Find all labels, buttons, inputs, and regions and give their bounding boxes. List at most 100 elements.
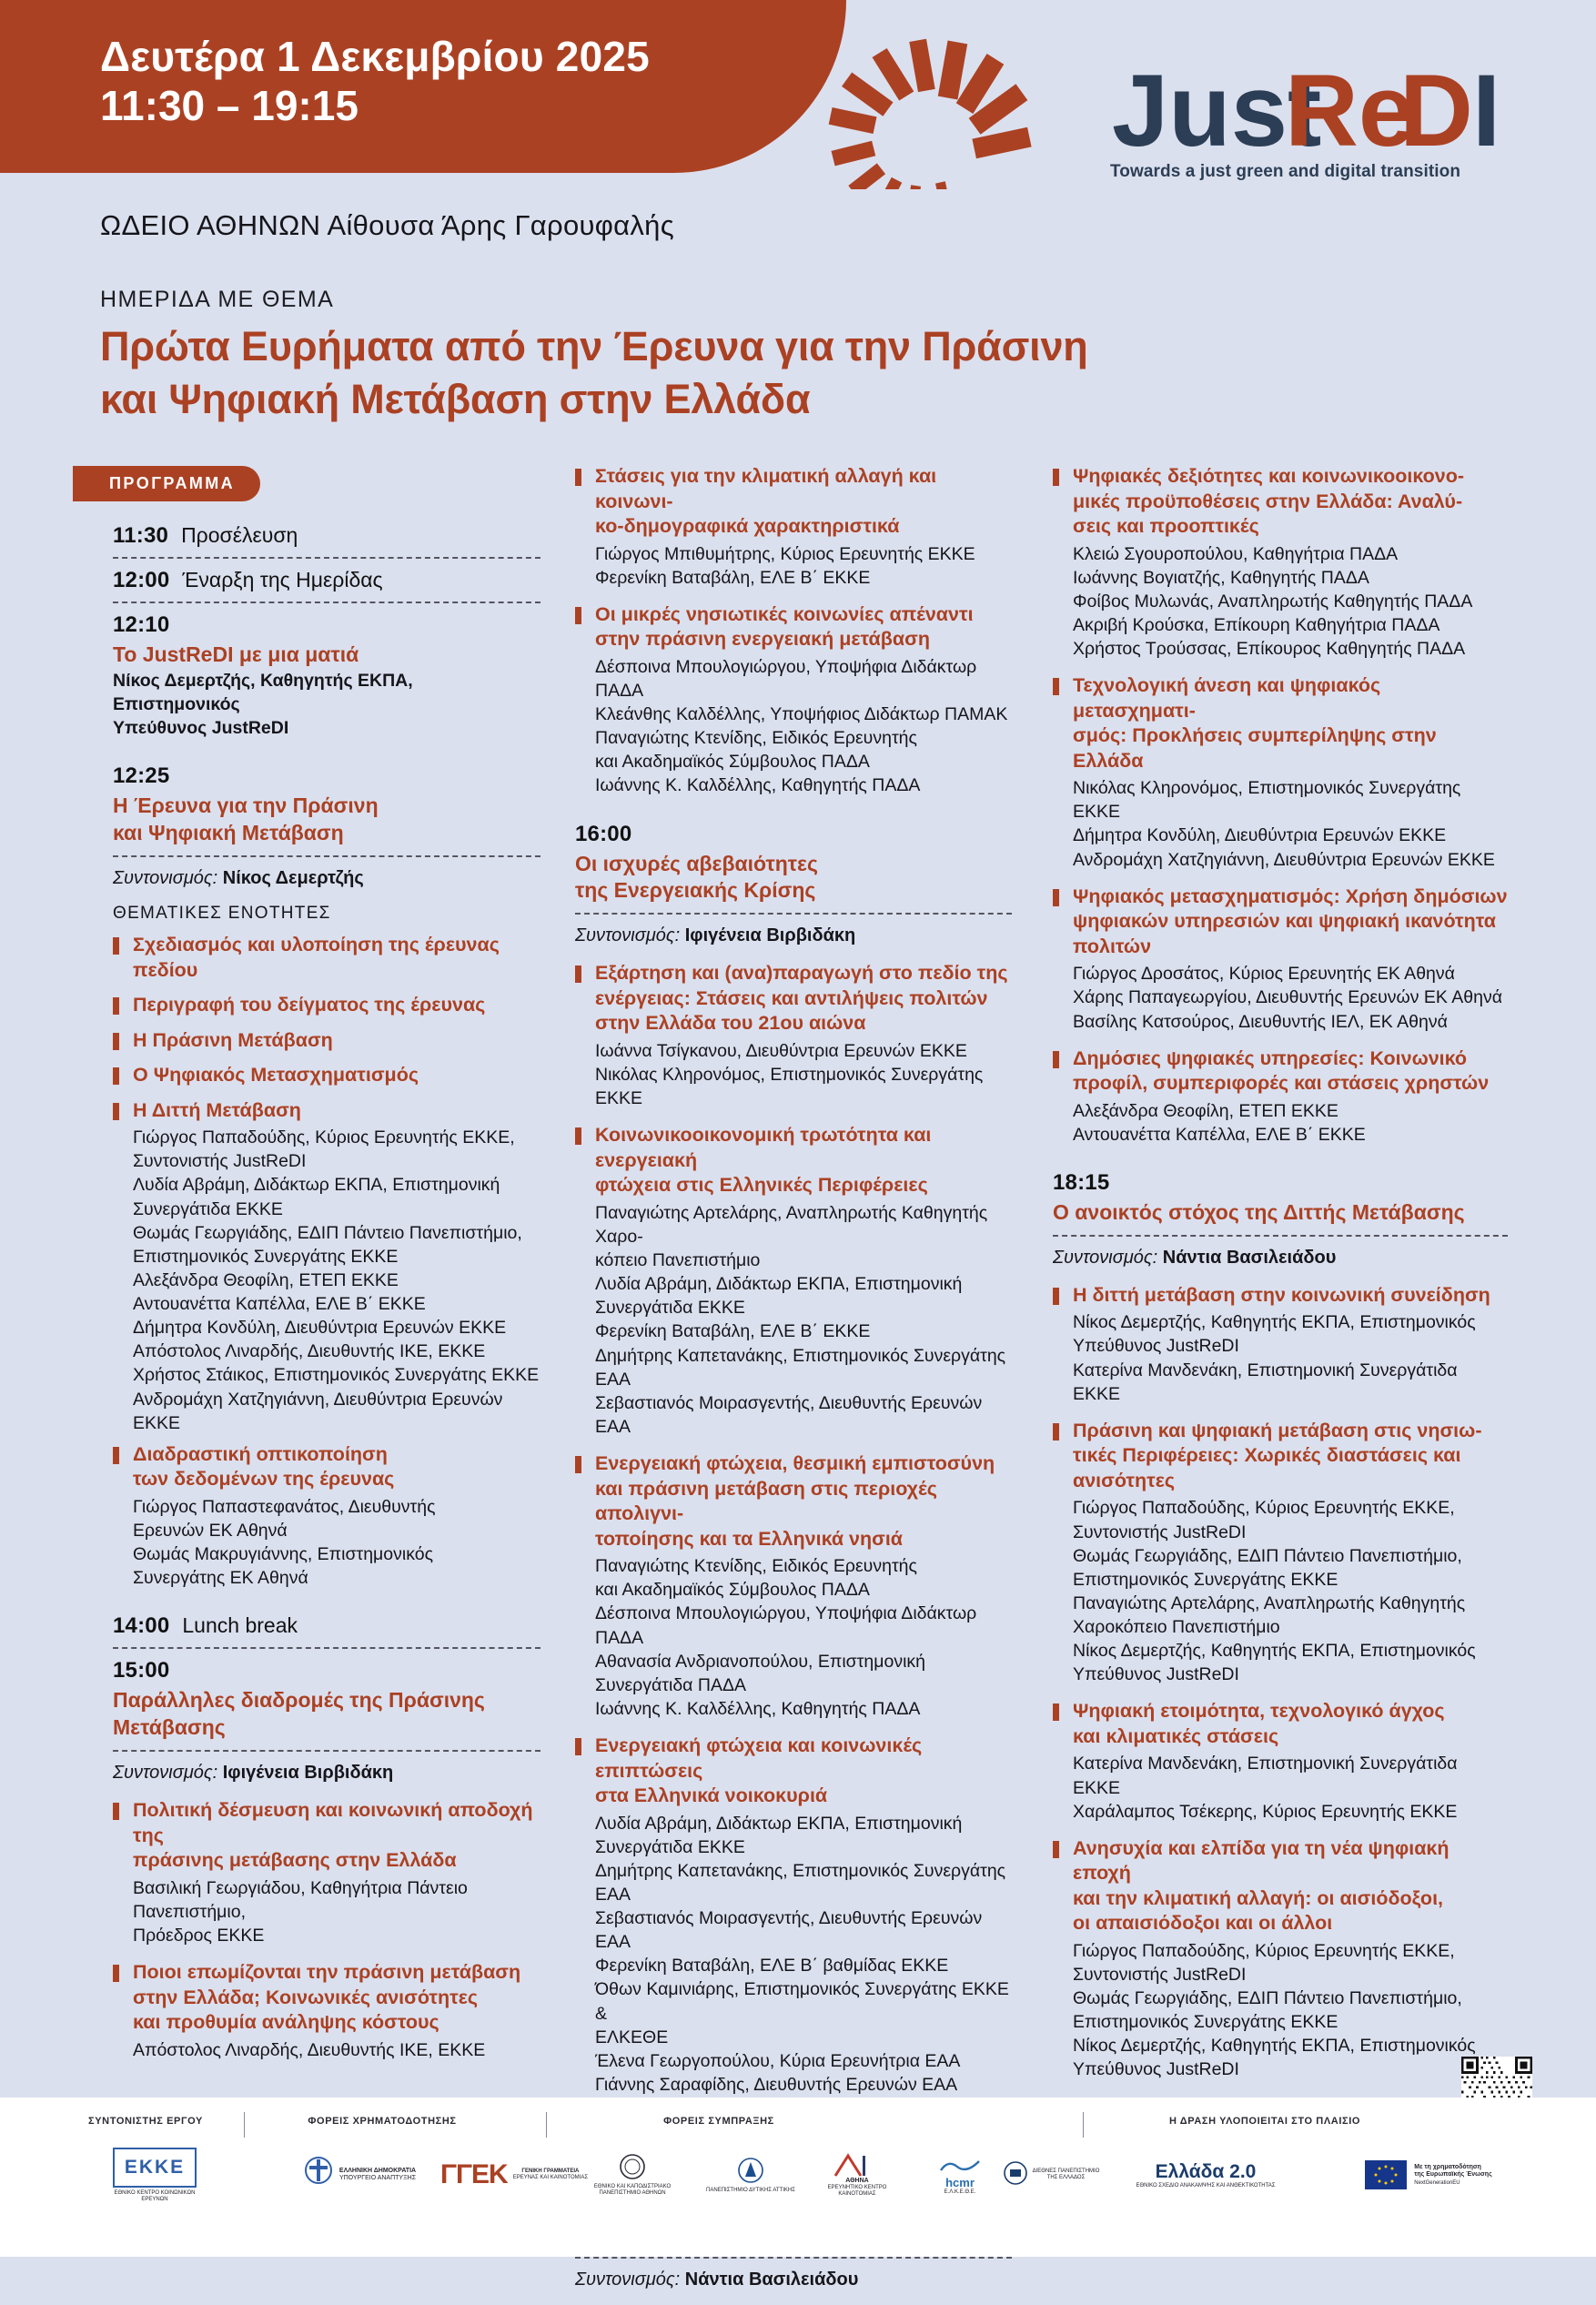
time-1600: 16:00 (575, 821, 632, 846)
logo-i: I (1472, 54, 1500, 167)
topic-item: Οι μικρές νησιωτικές κοινωνίες απέναντι … (575, 602, 1012, 652)
topic-title: Οι μικρές νησιωτικές κοινωνίες απέναντι … (595, 602, 974, 651)
eu-line3: NextGenerationEU (1414, 2179, 1460, 2186)
column-right: Ψηφιακές δεξιότητες και κοινωνικοοικονο-… (1053, 464, 1508, 2150)
divider (1053, 1234, 1508, 1237)
divider (1083, 2112, 1084, 2138)
time-1200: 12:00 (113, 568, 170, 592)
hcmr-sub: Ε.Λ.Κ.Ε.Θ.Ε. (944, 2189, 976, 2196)
event-date: Δευτέρα 1 Δεκεμβρίου 2025 (100, 33, 650, 80)
speakers: Κλειώ Σγουροπούλου, Καθηγήτρια ΠΑΔΑ Ιωάν… (1073, 543, 1473, 660)
speakers: Ιωάννα Τσίγκανου, Διευθύντρια Ερευνών ΕΚ… (595, 1040, 984, 1109)
page-title: Πρώτα Ευρήματα από την Έρευνα για την Πρ… (100, 320, 1192, 425)
topic-item: Ανησυχία και ελπίδα για τη νέα ψηφιακή ε… (1053, 1836, 1508, 1936)
topic-item: Η Πράσινη Μετάβαση (113, 1028, 540, 1054)
gov-line1: ΕΛΛΗΝΙΚΗ ΔΗΜΟΚΡΑΤΙΑ (338, 2167, 417, 2174)
uniwa-label: ΠΑΝΕΠΙΣΤΗΜΙΟ ΔΥΤΙΚΗΣ ΑΤΤΙΚΗΣ (706, 2187, 795, 2193)
gov-line2: ΥΠΟΥΡΓΕΙΟ ΑΝΑΠΤΥΞΗΣ (338, 2175, 417, 2181)
topic-title: Τεχνολογική άνεση και ψηφιακός μετασχημα… (1073, 674, 1437, 772)
event-time-range: 11:30 – 19:15 (100, 82, 359, 129)
topic-title: Σχεδιασμός και υλοποίηση της έρευνας πεδ… (133, 934, 500, 981)
topic-item: Εξάρτηση και (ανα)παραγωγή στο πεδίο της… (575, 961, 1012, 1036)
divider (244, 2112, 245, 2138)
ihu-seal-icon (1003, 2161, 1027, 2185)
topic-item: Πράσινη και ψηφιακή μετάβαση στις νησιω-… (1053, 1419, 1508, 1494)
session-title-1500: Παράλληλες διαδρομές της Πράσινης Μετάβα… (113, 1688, 485, 1740)
uoa-seal-icon (620, 2154, 645, 2179)
topic-item: Ο Ψηφιακός Μετασχηματισμός (113, 1063, 540, 1088)
topic-item: Πολιτική δέσμευση και κοινωνική αποδοχή … (113, 1798, 540, 1874)
topic-title: Ψηφιακές δεξιότητες και κοινωνικοοικονο-… (1073, 465, 1464, 538)
ellada2-logo: Ελλάδα 2.0 ΕΘΝΙΚΟ ΣΧΕΔΙΟ ΑΝΑΚΑΜΨΗΣ ΚΑΙ Α… (1119, 2143, 1292, 2207)
ellada2-sub: ΕΘΝΙΚΟ ΣΧΕΔΙΟ ΑΝΑΚΑΜΨΗΣ ΚΑΙ ΑΝΘΕΚΤΙΚΟΤΗΤ… (1136, 2182, 1276, 2189)
label-1200: Έναρξη της Ημερίδας (182, 568, 383, 591)
moderator-name: Νάντια Βασιλειάδου (684, 2269, 859, 2290)
speakers: Γιώργος Παπαδούδης, Κύριος Ερευνητής ΕΚΚ… (1073, 1498, 1476, 1685)
logo-d: D (1399, 54, 1473, 167)
speakers: Παναγιώτης Κτενίδης, Ειδικός Ερευνητής κ… (595, 1556, 977, 1719)
justredi-logo: Just Re D I Towards a just green and dig… (819, 25, 1547, 189)
topic-item: Δημόσιες ψηφιακές υπηρεσίες: Κοινωνικό π… (1053, 1046, 1508, 1097)
moderator-1715: Συντονισμός: Νάντια Βασιλειάδου (575, 2268, 1012, 2292)
logo-re: Re (1285, 54, 1415, 167)
eu-flag-icon (1365, 2160, 1408, 2189)
kicker: ΗΜΕΡΙΔΑ ΜΕ ΘΕΜΑ (100, 287, 335, 312)
footer-caption-framework: Η ΔΡΑΣΗ ΥΛΟΠΟΙΕΙΤΑΙ ΣΤΟ ΠΛΑΙΣΙΟ (1168, 2116, 1361, 2127)
speakers: Βασιλική Γεωργιάδου, Καθηγήτρια Πάντειο … (133, 1877, 468, 1946)
topic-item: Περιγραφή του δείγματος της έρευνας (113, 993, 540, 1018)
time-1400: 14:00 (113, 1613, 170, 1639)
topic-item: Ενεργειακή φτώχεια, θεσμική εμπιστοσύνη … (575, 1451, 1012, 1552)
speakers: Γιώργος Δροσάτος, Κύριος Ερευνητής ΕΚ Αθ… (1073, 964, 1502, 1032)
hcmr-label: hcmr (945, 2176, 975, 2190)
moderator-label: Συντονισμός: (113, 868, 218, 889)
topic-title: Δημόσιες ψηφιακές υπηρεσίες: Κοινωνικό π… (1073, 1046, 1490, 1095)
topic-title: Εξάρτηση και (ανα)παραγωγή στο πεδίο της… (595, 962, 1008, 1035)
topic-title: Ποιοι επωμίζονται την πράσινη μετάβαση σ… (133, 1961, 521, 2034)
topic-item: Ψηφιακή ετοιμότητα, τεχνολογικό άγχος κα… (1053, 1699, 1508, 1749)
moderator-label: Συντονισμός: (575, 2269, 681, 2290)
footer-caption-funders: ΦΟΡΕΙΣ ΧΡΗΜΑΤΟΔΟΤΗΣΗΣ (308, 2116, 457, 2127)
topic-title: Ενεργειακή φτώχεια, θεσμική εμπιστοσύνη … (595, 1452, 995, 1550)
topic-title: Περιγραφή του δείγματος της έρευνας (133, 994, 486, 1016)
venue: ΩΔΕΙΟ ΑΘΗΝΩΝ Αίθουσα Άρης Γαρουφαλής (100, 209, 674, 241)
ggek-logo: ΓΓΕΚ ΓΕΝΙΚΗ ΓΡΑΜΜΑΤΕΙΑ ΕΡΕΥΝΑΣ ΚΑΙ ΚΑΙΝΟ… (428, 2143, 601, 2207)
divider (113, 855, 540, 858)
topic-title: Η Πράσινη Μετάβαση (133, 1028, 333, 1051)
moderator-label: Συντονισμός: (1053, 1247, 1158, 1268)
topic-item: Ψηφιακός μετασχηματισμός: Χρήση δημόσιων… (1053, 885, 1508, 960)
topic-title: Κοινωνικοοικονομική τρωτότητα και ενεργε… (595, 1124, 932, 1197)
divider (546, 2112, 547, 2138)
moderator-1600: Συντονισμός: Ιφιγένεια Βιρβιδάκη (575, 924, 1012, 948)
program-tab: ΠΡΟΓΡΑΜΜΑ (73, 466, 261, 501)
ihu-label: ΔΙΕΘΝΕΣ ΠΑΝΕΠΙΣΤΗΜΙΟ ΤΗΣ ΕΛΛΑΔΟΣ (1032, 2169, 1100, 2180)
topic-title: Στάσεις για την κλιματική αλλαγή και κοι… (595, 465, 937, 538)
divider (113, 1750, 540, 1753)
label-1130: Προσέλευση (181, 523, 298, 547)
topic-item: Σχεδιασμός και υλοποίηση της έρευνας πεδ… (113, 933, 540, 983)
partner-uniwa-logo: ΠΑΝΕΠΙΣΤΗΜΙΟ ΔΥΤΙΚΗΣ ΑΤΤΙΚΗΣ (701, 2145, 801, 2205)
session-title-1225: Η Έρευνα για την Πράσινη και Ψηφιακή Μετ… (113, 794, 379, 845)
divider (575, 2256, 1012, 2259)
moderator-label: Συντονισμός: (575, 925, 681, 946)
speakers: Γιώργος Παπαστεφανάτος, Διευθυντής Ερευν… (133, 1496, 436, 1589)
topic-title: Πολιτική δέσμευση και κοινωνική αποδοχή … (133, 1799, 533, 1872)
moderator-label: Συντονισμός: (113, 1763, 218, 1784)
divider (113, 557, 540, 559)
label-1400: Lunch break (182, 1613, 298, 1638)
footer: ΣΥΝΤΟΝΙΣΤΗΣ ΕΡΓΟΥ ΦΟΡΕΙΣ ΧΡΗΜΑΤΟΔΟΤΗΣΗΣ … (0, 2098, 1596, 2257)
speakers: Παναγιώτης Αρτελάρης, Αναπληρωτής Καθηγη… (595, 1202, 1006, 1437)
schedule-row-1200: 12:00 Έναρξη της Ημερίδας (113, 568, 540, 593)
athena-sub: ΕΡΕΥΝΗΤΙΚΟ ΚΕΝΤΡΟ ΚΑΙΝΟΤΟΜΙΑΣ (827, 2185, 887, 2198)
moderator-name: Νίκος Δεμερτζής (222, 868, 364, 889)
eu-funding-logo: Με τη χρηματοδότηση της Ευρωπαϊκής Ένωση… (1310, 2143, 1547, 2207)
topic-item: Η διττή μετάβαση στην κοινωνική συνείδησ… (1053, 1283, 1508, 1309)
schedule-row-1400: 14:00 Lunch break (113, 1613, 540, 1639)
topic-title: Πράσινη και ψηφιακή μετάβαση στις νησιω-… (1073, 1419, 1482, 1491)
time-1130: 11:30 (113, 523, 169, 548)
partner-athena-logo: ΑΘΗΝΑ ΕΡΕΥΝΗΤΙΚΟ ΚΕΝΤΡΟ ΚΑΙΝΟΤΟΜΙΑΣ (812, 2145, 903, 2205)
logo-tagline: Towards a just green and digital transit… (1110, 162, 1461, 181)
moderator-name: Ιφιγένεια Βιρβιδάκη (222, 1763, 394, 1784)
moderator-1815: Συντονισμός: Νάντια Βασιλειάδου (1053, 1246, 1508, 1270)
speakers: Λυδία Αβράμη, Διδάκτωρ ΕΚΠΑ, Επιστημονικ… (595, 1813, 1009, 2095)
